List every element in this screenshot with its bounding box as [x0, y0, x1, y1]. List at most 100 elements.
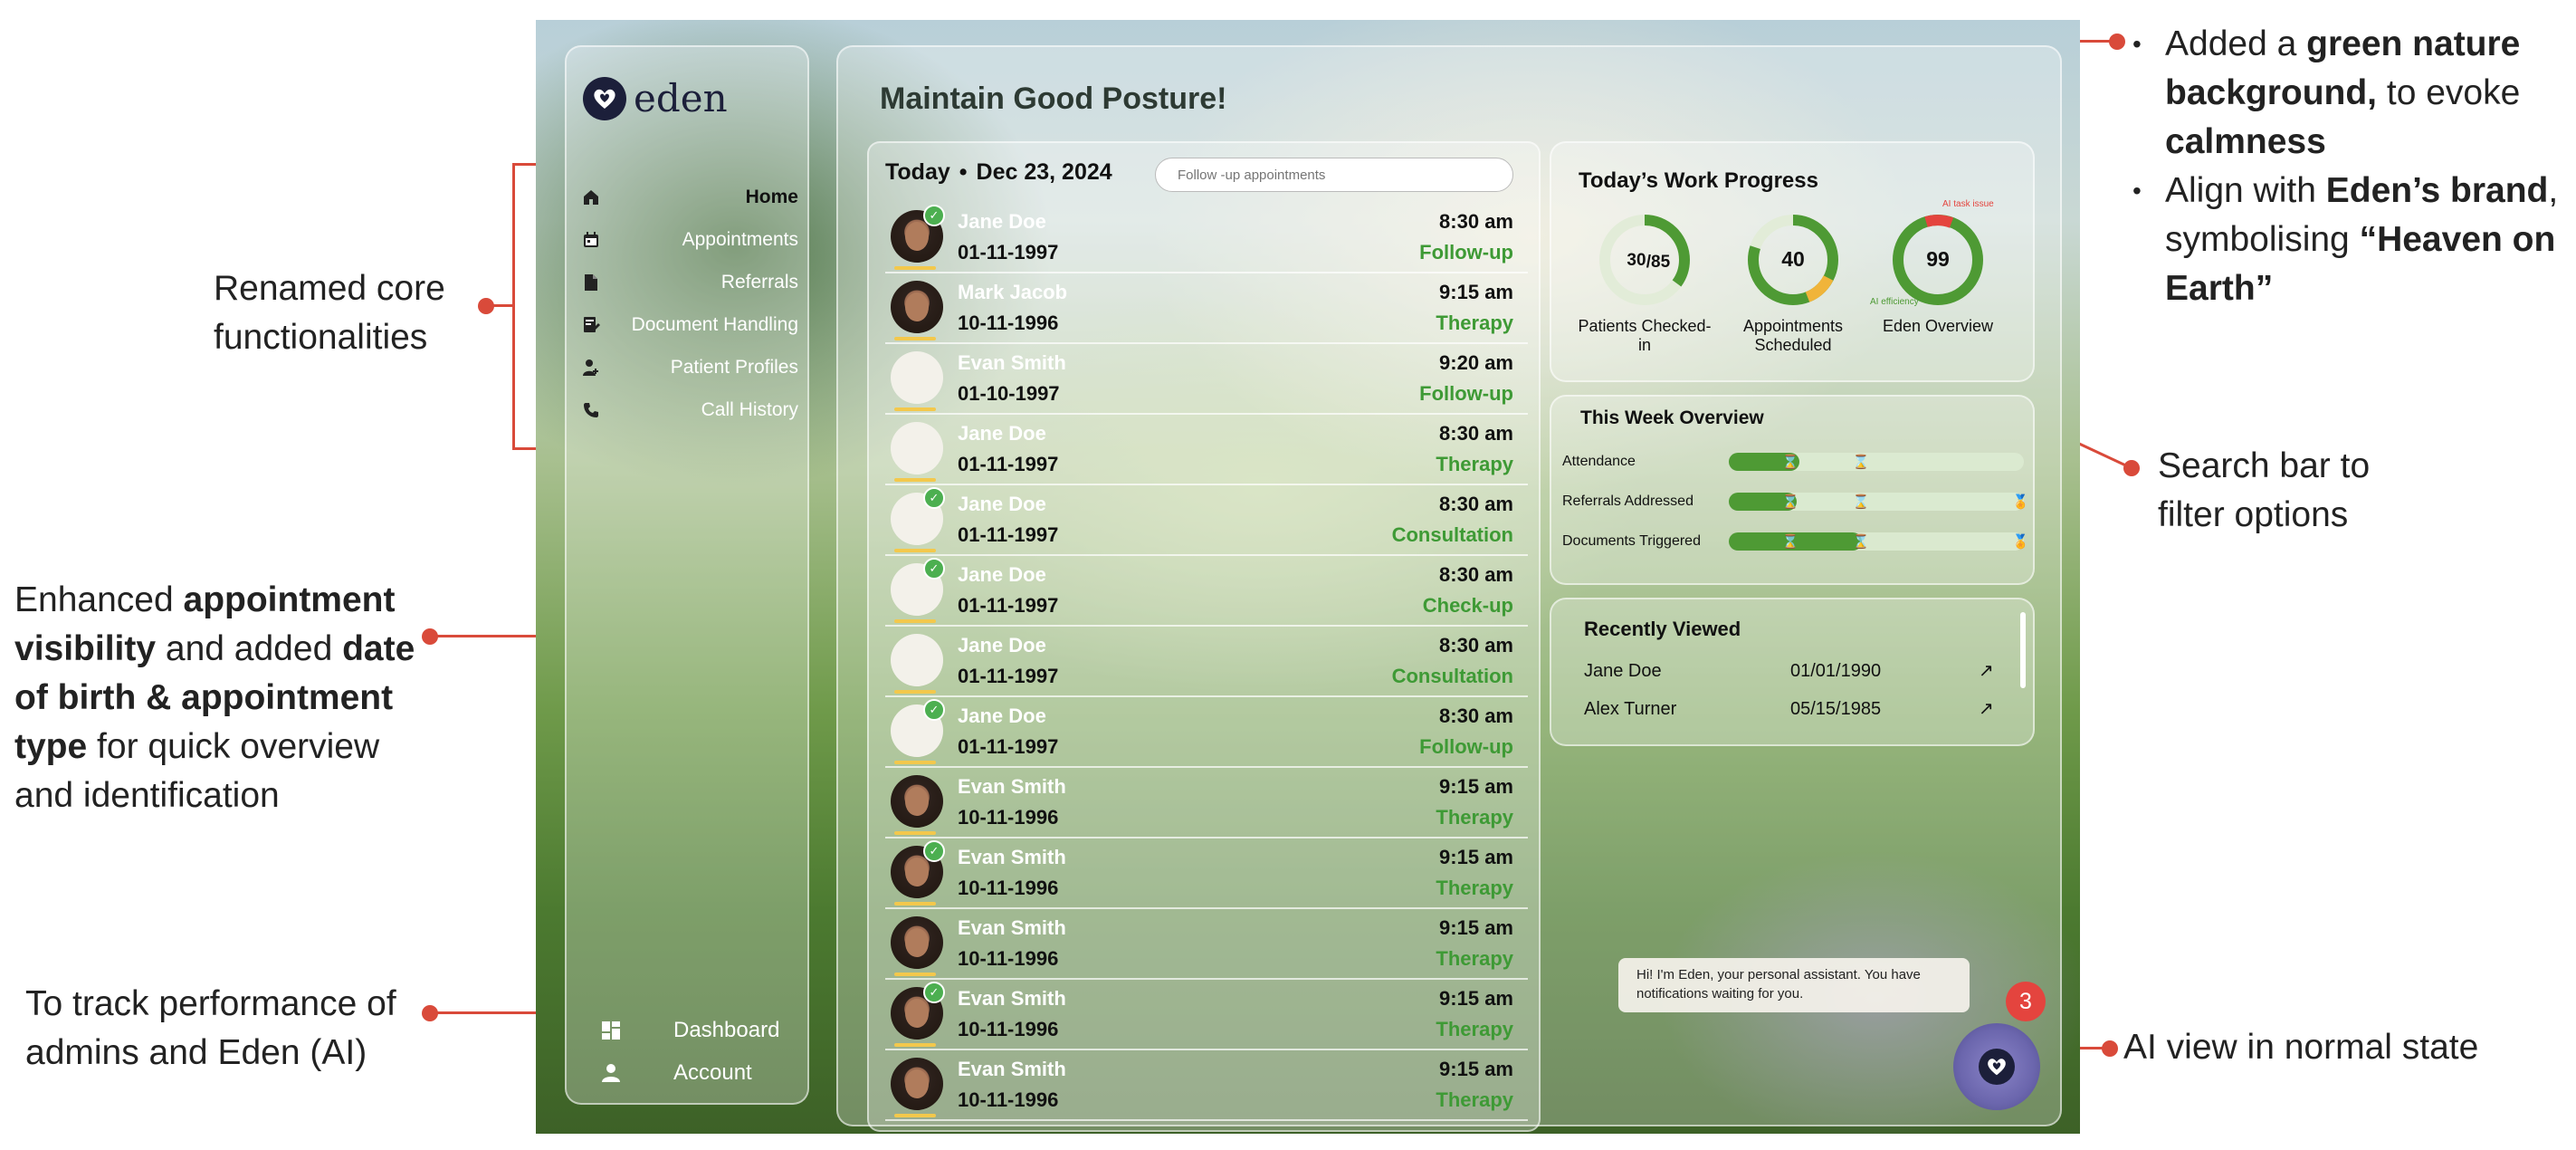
patient-dob: 10-11-1996: [958, 947, 1059, 970]
card-title: Recently Viewed: [1584, 618, 1741, 640]
check-icon: ✓: [923, 487, 945, 509]
appointment-row[interactable]: Evan Smith 10-11-1996 9:15 am Therapy: [885, 909, 1528, 980]
avatar: [891, 422, 943, 474]
bar-fill: [1729, 453, 1800, 471]
appointment-row[interactable]: ✓ Jane Doe 01-11-1997 8:30 am Check-up: [885, 556, 1528, 627]
check-icon: ✓: [923, 558, 945, 580]
recent-item[interactable]: Alex Turner: [1584, 699, 1676, 720]
appointment-row[interactable]: Jane Doe 01-11-1997 8:30 am Consultation: [885, 627, 1528, 697]
check-icon: ✓: [923, 840, 945, 862]
recent-item[interactable]: Jane Doe: [1584, 661, 1662, 682]
sidebar-item-label: Dashboard: [673, 1018, 780, 1042]
patient-name: Evan Smith: [958, 846, 1066, 868]
appointment-row[interactable]: Evan Smith 01-10-1997 9:20 am Follow-up: [885, 344, 1528, 415]
sidebar-item-document-handling[interactable]: Document Handling: [581, 307, 798, 343]
patient-dob: 01-10-1997: [958, 382, 1060, 405]
patient-name: Evan Smith: [958, 916, 1066, 939]
annotation-line: [485, 304, 514, 307]
avatar: [891, 916, 943, 969]
patient-name: Jane Doe: [958, 563, 1046, 586]
sidebar-item-home[interactable]: Home: [581, 179, 798, 216]
avatar-status-bar: [894, 549, 936, 552]
patient-name: Jane Doe: [958, 493, 1046, 515]
patient-name: Jane Doe: [958, 704, 1046, 727]
patient-dob: 01-11-1997: [958, 453, 1059, 475]
current-date: Dec 23, 2024: [976, 159, 1112, 185]
ring-label: Eden Overview: [1882, 317, 1994, 335]
avatar: [891, 210, 943, 263]
annotation-track-performance: To track performance of admins and Eden …: [25, 980, 424, 1078]
open-external-icon[interactable]: ↗: [1979, 699, 1994, 719]
avatar: [891, 281, 943, 333]
avatar-status-bar: [894, 973, 936, 976]
annotation-text: Added a: [2165, 24, 2307, 63]
annotation-search: Search bar to filter options: [2158, 442, 2429, 540]
appointment-time: 8:30 am: [1439, 422, 1513, 445]
appointment-type: Therapy: [1436, 1088, 1513, 1111]
ai-chat-bubble[interactable]: Hi! I'm Eden, your personal assistant. Y…: [1618, 958, 1970, 1012]
appointment-type: Follow-up: [1419, 735, 1513, 758]
recent-item-date: 01/01/1990: [1790, 661, 1882, 681]
search-input[interactable]: [1155, 158, 1513, 192]
appointment-type: Check-up: [1422, 594, 1513, 617]
appointment-row[interactable]: ✓ Evan Smith 10-11-1996 9:15 am Therapy: [885, 839, 1528, 909]
sidebar-item-account[interactable]: Account: [601, 1055, 791, 1091]
patient-icon: [581, 358, 601, 378]
avatar: [891, 775, 943, 828]
avatar-face: [905, 1069, 929, 1098]
annotation-text: Align with: [2165, 171, 2326, 210]
avatar: [891, 1058, 943, 1110]
appointment-list: ✓ Jane Doe 01-11-1997 8:30 am Follow-up Mark …: [885, 203, 1528, 1121]
patient-dob: 10-11-1996: [958, 806, 1059, 829]
recent-item-date: 05/15/1985: [1790, 699, 1882, 719]
avatar-status-bar: [894, 690, 936, 694]
avatar-face: [905, 787, 929, 816]
appointment-row[interactable]: Evan Smith 10-11-1996 9:15 am Therapy: [885, 1050, 1528, 1121]
appointment-row[interactable]: Evan Smith 10-11-1996 9:15 am Therapy: [885, 768, 1528, 839]
annotation-text: to evoke: [2377, 73, 2521, 112]
hourglass-icon: ⌛: [1781, 534, 1799, 550]
sidebar-item-patient-profiles[interactable]: Patient Profiles: [581, 350, 798, 386]
appointment-type: Consultation: [1391, 665, 1513, 687]
patient-name: Jane Doe: [958, 210, 1046, 233]
avatar-status-bar: [894, 1043, 936, 1047]
logo-text: eden: [634, 76, 728, 120]
avatar-face: [905, 999, 929, 1028]
document-icon: [581, 273, 601, 292]
avatar: [891, 846, 943, 898]
ai-assistant-button[interactable]: [1953, 1023, 2040, 1110]
annotation-line: [429, 1011, 601, 1014]
appointment-row[interactable]: ✓ Jane Doe 01-11-1997 8:30 am Consultation: [885, 485, 1528, 556]
ring-value: 99: [1926, 247, 1950, 271]
scrollbar[interactable]: [2020, 612, 2026, 688]
patient-name: Mark Jacob: [958, 281, 1068, 303]
avatar-face: [905, 292, 929, 321]
patient-name: Jane Doe: [958, 634, 1046, 656]
appointment-row[interactable]: ✓ Evan Smith 10-11-1996 9:15 am Therapy: [885, 980, 1528, 1050]
sidebar-item-referrals[interactable]: Referrals: [581, 264, 798, 301]
patient-dob: 10-11-1996: [958, 1088, 1059, 1111]
ai-efficiency-tag: AI efficiency: [1870, 297, 1919, 307]
week-overview-bar: ⌛ ⌛ 🏅: [1729, 493, 2029, 511]
appointment-row[interactable]: ✓ Jane Doe 01-11-1997 8:30 am Follow-up: [885, 203, 1528, 273]
appointment-time: 9:15 am: [1439, 775, 1513, 798]
sidebar-item-call-history[interactable]: Call History: [581, 392, 798, 428]
work-progress-card: Today’s Work Progress 30 /85 Patients Ch…: [1550, 141, 2035, 382]
appointment-time: 8:30 am: [1439, 634, 1513, 656]
appointment-row[interactable]: ✓ Jane Doe 01-11-1997 8:30 am Follow-up: [885, 697, 1528, 768]
sidebar-item-appointments[interactable]: Appointments: [581, 222, 798, 258]
avatar-face: [905, 222, 929, 251]
check-icon: ✓: [923, 982, 945, 1003]
patient-dob: 01-11-1997: [958, 665, 1059, 687]
sidebar-item-dashboard[interactable]: Dashboard: [601, 1012, 791, 1049]
ring-label: Patients Checked-in: [1578, 317, 1712, 354]
appointment-time: 9:15 am: [1439, 1058, 1513, 1080]
patient-name: Evan Smith: [958, 987, 1066, 1010]
open-external-icon[interactable]: ↗: [1979, 661, 1994, 681]
appointment-row[interactable]: Jane Doe 01-11-1997 8:30 am Therapy: [885, 415, 1528, 485]
avatar-status-bar: [894, 478, 936, 482]
appointment-time: 9:20 am: [1439, 351, 1513, 374]
appointment-row[interactable]: Mark Jacob 10-11-1996 9:15 am Therapy: [885, 273, 1528, 344]
patient-name: Evan Smith: [958, 775, 1066, 798]
annotation-renamed-functionalities: Renamed core functionalities: [214, 264, 485, 362]
